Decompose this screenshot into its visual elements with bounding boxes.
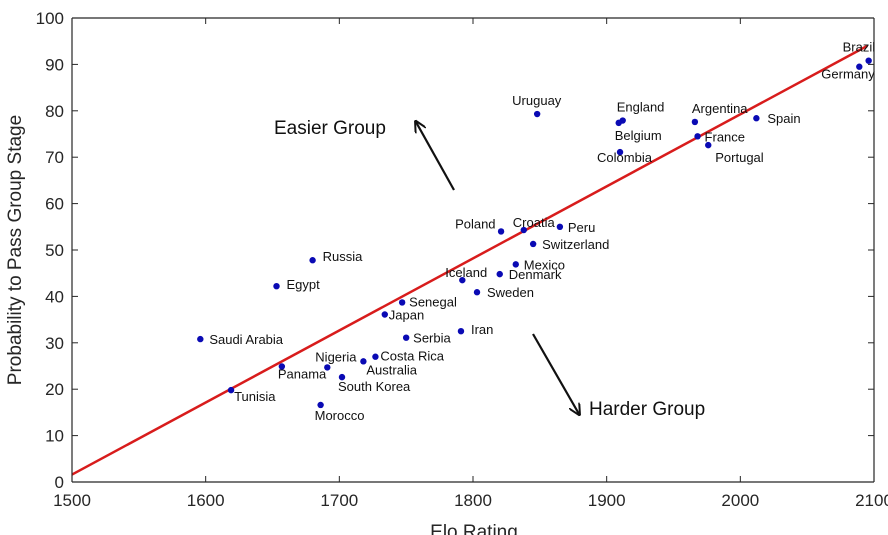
point-russia xyxy=(309,257,316,264)
x-tick-label-1500: 1500 xyxy=(53,491,91,510)
point-brazil xyxy=(865,57,872,64)
point-egypt xyxy=(273,282,280,290)
point-label-costa-rica: Costa Rica xyxy=(380,349,444,364)
point-label-brazil: Brazil xyxy=(843,40,876,55)
point-colombia xyxy=(616,148,624,156)
point-label-peru: Peru xyxy=(568,220,595,235)
point-label-croatia: Croatia xyxy=(513,215,556,230)
point-label-denmark: Denmark xyxy=(509,267,562,282)
point-label-russia: Russia xyxy=(323,249,364,264)
point-label-portugal: Portugal xyxy=(715,150,764,165)
y-tick-label-60: 60 xyxy=(45,195,64,214)
point-peru xyxy=(556,223,564,230)
x-tick-label-1700: 1700 xyxy=(320,491,358,510)
annotation-arrow-up xyxy=(416,122,455,191)
point-label-serbia: Serbia xyxy=(413,331,451,346)
x-axis-title: Elo Rating xyxy=(430,522,518,535)
point-south-korea xyxy=(338,373,346,381)
point-label-morocco: Morocco xyxy=(315,408,365,423)
y-tick-label-80: 80 xyxy=(45,102,64,121)
point-croatia xyxy=(520,226,527,234)
x-tick-label-1900: 1900 xyxy=(588,491,626,510)
annotation-arrow-down xyxy=(532,333,579,414)
point-japan xyxy=(381,311,388,318)
point-label-mexico: Mexico xyxy=(524,257,565,272)
point-label-australia: Australia xyxy=(366,362,417,377)
point-sweden xyxy=(473,289,481,296)
y-tick-label-40: 40 xyxy=(45,287,64,306)
point-denmark xyxy=(496,270,503,278)
fit-line xyxy=(71,44,868,476)
point-argentina xyxy=(691,118,699,126)
point-germany xyxy=(856,63,863,70)
y-tick-label-100: 100 xyxy=(36,9,64,28)
point-iceland xyxy=(459,276,466,284)
point-label-sweden: Sweden xyxy=(487,285,534,300)
point-label-nigeria: Nigeria xyxy=(315,349,357,364)
point-label-south-korea: South Korea xyxy=(338,379,411,394)
point-label-japan: Japan xyxy=(389,307,424,322)
y-tick-label-90: 90 xyxy=(45,55,64,74)
x-tick-label-1800: 1800 xyxy=(454,491,492,510)
point-label-poland: Poland xyxy=(455,216,495,231)
x-tick-label-1600: 1600 xyxy=(187,491,225,510)
point-australia xyxy=(360,358,367,365)
point-tunisia xyxy=(227,386,235,394)
point-france xyxy=(694,133,701,140)
y-tick-label-10: 10 xyxy=(45,427,64,446)
point-panama xyxy=(278,363,286,370)
point-label-england: England xyxy=(617,100,665,115)
point-label-belgium: Belgium xyxy=(615,128,662,143)
point-spain xyxy=(753,115,760,122)
point-belgium xyxy=(615,119,622,127)
y-axis-title: Probability to Pass Group Stage xyxy=(5,115,26,385)
point-label-egypt: Egypt xyxy=(287,277,321,292)
point-label-iran: Iran xyxy=(471,322,493,337)
point-label-senegal: Senegal xyxy=(409,294,457,309)
annotations-layer: Easier Group Harder Group xyxy=(274,118,705,420)
point-morocco xyxy=(317,401,324,409)
y-tick-label-70: 70 xyxy=(45,148,64,167)
point-label-saudi-arabia: Saudi Arabia xyxy=(209,332,283,347)
annotation-easier-group: Easier Group xyxy=(274,118,386,139)
fit-line-layer xyxy=(71,44,868,476)
point-mexico xyxy=(512,261,519,268)
point-costa-rica xyxy=(372,353,379,360)
point-switzerland xyxy=(529,240,537,248)
point-label-panama: Panama xyxy=(278,366,327,381)
x-tick-label-2000: 2000 xyxy=(721,491,759,510)
point-nigeria xyxy=(324,364,331,371)
y-tick-label-50: 50 xyxy=(45,241,64,260)
point-label-germany: Germany xyxy=(821,67,875,82)
point-label-argentina: Argentina xyxy=(692,101,748,116)
point-labels-layer: Brazil Germany Spain Argentina France Portuga… xyxy=(209,40,875,423)
point-label-france: France xyxy=(705,129,745,144)
point-uruguay xyxy=(533,110,541,118)
point-poland xyxy=(497,228,505,235)
point-label-iceland: Iceland xyxy=(445,265,487,280)
y-tick-label-20: 20 xyxy=(45,380,64,399)
point-serbia xyxy=(402,334,410,341)
points-layer xyxy=(197,57,872,409)
point-saudi-arabia xyxy=(197,335,204,343)
point-senegal xyxy=(398,299,406,306)
y-tick-label-0: 0 xyxy=(55,473,64,492)
annotation-harder-group: Harder Group xyxy=(589,399,705,420)
y-tick-label-30: 30 xyxy=(45,334,64,353)
point-label-colombia: Colombia xyxy=(597,150,653,165)
point-portugal xyxy=(705,141,712,149)
point-iran xyxy=(457,328,465,335)
point-label-uruguay: Uruguay xyxy=(512,93,562,108)
point-label-switzerland: Switzerland xyxy=(542,237,609,252)
point-label-spain: Spain xyxy=(767,111,800,126)
point-label-tunisia: Tunisia xyxy=(234,389,276,404)
